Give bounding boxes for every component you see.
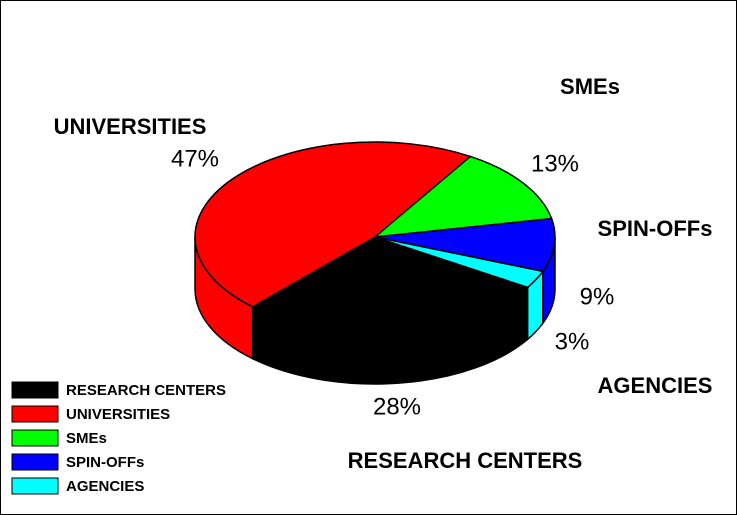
pie-slice [374,217,556,273]
slice-name: SPIN-OFFs [598,216,713,241]
legend-label: SMEs [66,430,107,447]
slice-value-label: 28% [373,393,421,420]
slice-name: AGENCIES [598,373,713,398]
legend-label: SPIN-OFFs [66,454,144,471]
slice-name: RESEARCH CENTERS [348,448,583,473]
legend-swatch [11,453,59,471]
pie-slice [374,236,545,289]
pie-slice [194,141,472,308]
slice-value-label: 9% [580,283,615,310]
pie-slice [372,155,553,238]
slice-value-label: 47% [171,145,219,172]
pie-slice [251,236,530,333]
legend-swatch [11,429,59,447]
legend-swatch [11,381,59,399]
legend-label: UNIVERSITIES [66,406,170,423]
legend-swatch [11,405,59,423]
slice-name: UNIVERSITIES [54,114,207,139]
legend-swatch [11,477,59,495]
legend-label: RESEARCH CENTERS [66,382,226,399]
slice-value-label: 13% [531,150,579,177]
slice-name: SMEs [560,74,620,99]
legend-label: AGENCIES [66,478,144,495]
slice-value-label: 3% [555,328,590,355]
